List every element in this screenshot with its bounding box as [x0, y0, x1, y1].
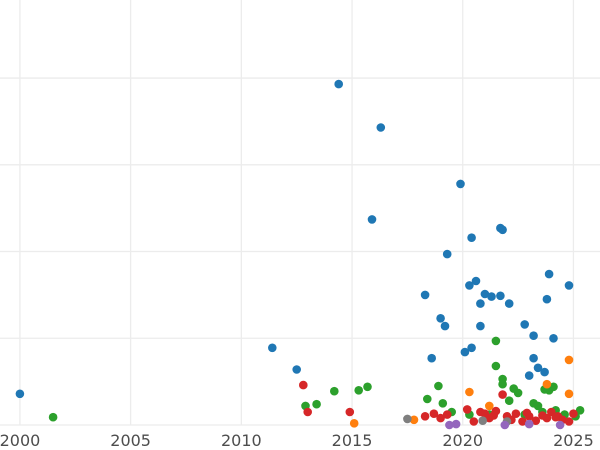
data-point-s0-33	[549, 334, 558, 343]
data-point-s0-18	[476, 321, 485, 331]
data-point-s1-0	[48, 412, 58, 422]
data-point-s2-25	[564, 417, 574, 426]
data-point-s0-32	[544, 269, 554, 279]
x-tick-label-2015: 2015	[332, 431, 373, 450]
data-point-s0-29	[533, 363, 543, 373]
data-point-s0-16	[471, 276, 481, 286]
data-point-s0-34	[564, 281, 574, 290]
data-point-s4-0	[403, 414, 412, 424]
data-point-s0-24	[504, 299, 514, 308]
data-point-s1-13	[491, 361, 501, 371]
data-point-s5-3	[524, 419, 534, 429]
data-point-s0-7	[427, 353, 437, 363]
data-point-s4-1	[478, 416, 488, 426]
data-point-s3-0	[349, 419, 359, 428]
data-point-s0-1	[268, 343, 277, 353]
data-point-s0-26	[524, 371, 534, 380]
data-point-s1-15	[498, 379, 507, 389]
x-tick-label-2000: 2000	[0, 431, 40, 450]
data-point-s0-31	[542, 294, 552, 304]
data-point-s0-0	[15, 389, 25, 399]
data-point-s1-21	[533, 401, 543, 411]
data-point-s5-2	[500, 420, 510, 430]
data-point-s1-2	[312, 399, 321, 409]
data-point-s0-11	[456, 179, 465, 189]
data-point-s0-8	[436, 314, 445, 323]
data-point-s3-3	[485, 401, 494, 411]
data-point-s0-30	[540, 367, 549, 377]
data-point-s1-25	[549, 382, 558, 392]
data-point-s2-13	[498, 390, 507, 399]
data-point-s0-15	[467, 343, 476, 353]
data-point-s0-25	[520, 320, 529, 329]
data-point-s0-4	[367, 215, 377, 224]
data-point-s1-3	[330, 386, 339, 396]
data-point-s0-20	[487, 292, 496, 301]
data-point-s0-3	[334, 79, 344, 89]
data-point-s2-21	[542, 413, 552, 423]
data-point-s0-6	[420, 290, 430, 300]
data-point-s5-4	[555, 420, 565, 430]
data-point-s3-6	[564, 389, 574, 399]
data-point-s2-6	[442, 410, 452, 419]
data-point-s1-16	[504, 396, 514, 406]
data-point-s0-23	[498, 225, 507, 235]
data-point-s1-7	[434, 381, 443, 391]
data-point-s1-5	[363, 382, 372, 392]
x-axis-tick-labels: 2000 2005 2010 2015 2020 2025	[0, 431, 594, 450]
data-point-s0-9	[440, 321, 450, 331]
data-point-s0-14	[467, 233, 476, 242]
data-point-s2-26	[569, 409, 578, 419]
data-point-s1-12	[491, 336, 501, 346]
data-point-s3-5	[564, 355, 574, 365]
data-point-s0-2	[292, 365, 302, 374]
data-point-s0-13	[465, 281, 474, 290]
data-point-s2-7	[462, 405, 472, 414]
data-point-s2-4	[429, 409, 439, 419]
data-point-s3-4	[542, 379, 552, 389]
x-tick-label-2025: 2025	[553, 431, 594, 450]
x-tick-label-2020: 2020	[442, 431, 483, 450]
data-point-s0-12	[460, 347, 470, 357]
data-point-s2-19	[531, 416, 541, 426]
data-point-s3-2	[465, 387, 474, 397]
data-point-s1-8	[438, 399, 448, 408]
data-point-s5-0	[445, 420, 454, 430]
data-point-s0-5	[376, 123, 386, 132]
data-point-s1-18	[513, 388, 523, 398]
x-tick-label-2005: 2005	[110, 431, 151, 450]
data-point-s2-27	[489, 411, 499, 420]
data-point-s1-6	[423, 394, 432, 404]
data-point-s3-1	[409, 415, 419, 425]
data-point-s2-2	[345, 407, 355, 417]
data-point-s2-1	[303, 407, 313, 417]
data-point-s1-29	[575, 406, 585, 415]
data-point-s0-27	[529, 331, 538, 341]
data-point-s5-1	[451, 419, 461, 429]
gridlines	[0, 0, 600, 426]
x-tick-label-2010: 2010	[221, 431, 262, 450]
data-point-s2-28	[522, 408, 532, 418]
data-point-s2-16	[511, 409, 521, 419]
data-point-s2-17	[518, 417, 527, 426]
data-points	[15, 79, 585, 430]
data-point-s2-8	[469, 417, 479, 426]
data-point-s2-5	[436, 413, 445, 423]
data-point-s0-22	[496, 291, 505, 301]
data-point-s0-17	[476, 299, 485, 308]
data-point-s2-3	[420, 412, 430, 421]
data-point-s1-4	[354, 386, 364, 395]
data-point-s0-28	[529, 353, 538, 363]
data-point-s0-10	[442, 249, 452, 259]
data-point-s0-19	[480, 289, 490, 299]
data-point-s2-0	[299, 380, 308, 390]
data-point-s2-29	[551, 412, 560, 422]
